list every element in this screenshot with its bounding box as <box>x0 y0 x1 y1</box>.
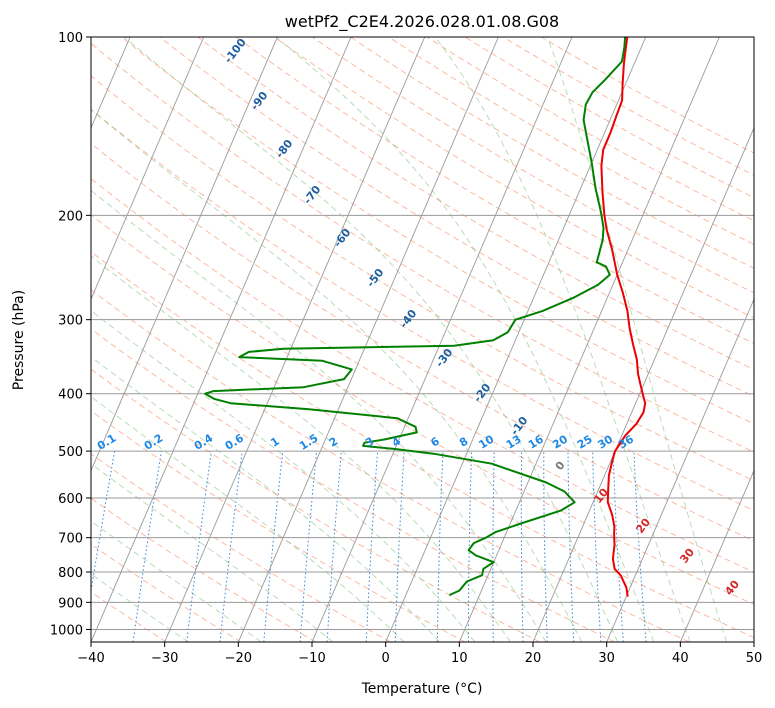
moist-adiabat <box>275 37 655 642</box>
x-tick-label: −30 <box>151 651 178 666</box>
dry-adiabat <box>91 75 754 482</box>
plot-frame <box>90 36 755 643</box>
moist-adiabat <box>91 310 476 642</box>
moist-adiabat <box>434 37 691 642</box>
dry-adiabat <box>91 289 690 642</box>
x-tick-label: 0 <box>382 651 390 666</box>
y-tick-label: 800 <box>58 566 83 581</box>
dry-adiabat <box>91 251 754 639</box>
dry-adiabat <box>91 368 541 642</box>
y-tick-label: 300 <box>58 314 83 329</box>
isotherm-line <box>91 37 352 642</box>
moist-adiabat <box>91 255 511 642</box>
y-tick-label: 100 <box>58 31 83 46</box>
isotherm-line <box>606 298 754 642</box>
mixing-ratio-line <box>186 451 212 642</box>
dry-adiabat <box>91 214 754 605</box>
moist-adiabat <box>91 573 189 642</box>
y-tick-label: 1000 <box>50 623 83 638</box>
isotherm-line <box>458 37 720 642</box>
y-tick-label: 200 <box>58 209 83 224</box>
isotherm-line <box>532 126 754 642</box>
x-tick-label: 50 <box>746 651 763 666</box>
moist-adiabat <box>124 37 619 642</box>
x-tick-label: 20 <box>525 651 542 666</box>
profile-lines <box>204 37 647 597</box>
dry-adiabat <box>197 37 754 371</box>
moist-adiabat <box>91 356 440 642</box>
x-tick-label: 10 <box>451 651 468 666</box>
background-lines <box>91 37 754 642</box>
moist-adiabat <box>91 396 405 642</box>
dewpoint-profile <box>204 37 627 597</box>
isotherm-line <box>91 37 205 301</box>
isotherm-line <box>311 37 573 642</box>
y-tick-label: 900 <box>58 596 83 611</box>
x-axis: −40 −30 −20 −10 0 10 20 30 40 50 <box>77 642 762 666</box>
x-tick-label: 40 <box>672 651 689 666</box>
isotherm-line <box>237 37 499 642</box>
moist-adiabat <box>91 463 334 642</box>
x-tick-label: −40 <box>77 651 104 666</box>
isotherm-line <box>385 37 647 642</box>
moist-adiabat <box>546 37 728 642</box>
dry-adiabat <box>91 497 316 642</box>
isotherm-line <box>91 37 278 472</box>
temperature-profile <box>600 37 647 597</box>
y-tick-label: 700 <box>58 532 83 547</box>
y-tick-label: 500 <box>58 445 83 460</box>
grid-lines <box>91 37 754 642</box>
mixing-ratio-line <box>132 451 162 642</box>
dry-adiabat <box>91 328 615 642</box>
isotherm-line <box>164 37 426 642</box>
y-tick-label: 400 <box>58 388 83 403</box>
x-tick-label: −10 <box>298 651 325 666</box>
isotherm-line <box>679 469 754 642</box>
mixing-ratio-line <box>91 451 116 594</box>
mixing-ratio-line <box>219 451 243 642</box>
x-axis-title: Temperature (°C) <box>361 681 483 697</box>
moist-adiabat <box>91 520 262 642</box>
y-tick-label: 600 <box>58 492 83 507</box>
y-axis-title: Pressure (hPa) <box>11 290 27 390</box>
x-tick-label: 30 <box>598 651 615 666</box>
x-tick-label: −20 <box>225 651 252 666</box>
chart-title: wetPf2_C2E4.2026.028.01.08.G08 <box>285 12 559 32</box>
dry-adiabat <box>91 42 754 453</box>
dry-adiabat <box>235 37 754 344</box>
y-axis: 100 200 300 400 500 600 700 800 900 1000 <box>50 31 91 638</box>
